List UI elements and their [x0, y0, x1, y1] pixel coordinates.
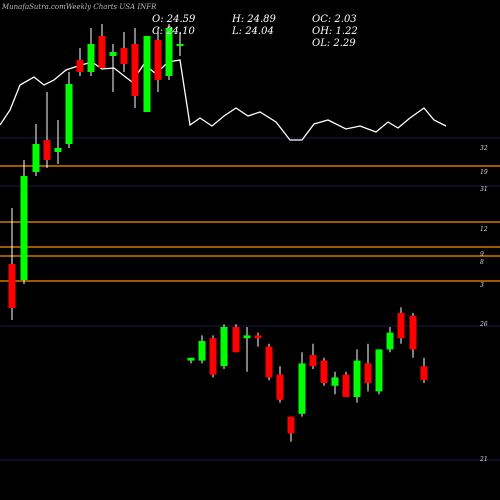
- candle-body: [276, 374, 284, 400]
- y-tick-label: 32: [480, 145, 488, 152]
- candle-body: [165, 28, 173, 76]
- candles: [8, 24, 428, 442]
- candle-body: [20, 176, 28, 280]
- candle-body: [232, 327, 240, 353]
- candle-body: [409, 315, 417, 350]
- grid-lines: [0, 137, 500, 461]
- candle-body: [386, 332, 394, 350]
- price-overlay-line: [0, 59, 447, 141]
- candle-body: [331, 377, 339, 386]
- candle-body: [143, 36, 151, 112]
- y-tick-label: 19: [480, 169, 488, 176]
- candle-body: [198, 341, 206, 361]
- y-tick-label: 21: [479, 456, 488, 463]
- open-value: O: 24.59: [152, 14, 196, 25]
- y-tick-label: 31: [480, 186, 488, 193]
- candle-body: [76, 60, 84, 72]
- y-tick-label: 3: [480, 282, 484, 289]
- y-tick-label: 9: [480, 251, 484, 258]
- close-value: C: 24.10: [152, 26, 195, 37]
- candle-body: [131, 44, 139, 96]
- candle-body: [298, 363, 306, 414]
- chart-title: MunafaSutra.comWeekly Charts USA INFR: [2, 3, 156, 11]
- candle-body: [43, 140, 51, 160]
- low-value: L: 24.04: [232, 26, 274, 37]
- candle-body: [87, 44, 95, 72]
- oh-value: OH: 1.22: [312, 26, 358, 37]
- candle-body: [220, 327, 228, 367]
- candle-body: [54, 148, 62, 152]
- candle-body: [320, 360, 328, 383]
- candle-body: [65, 84, 73, 144]
- candle-body: [265, 346, 273, 378]
- candle-body: [420, 366, 428, 381]
- candle-body: [187, 357, 195, 361]
- oc-value: OC: 2.03: [312, 14, 357, 25]
- y-tick-label: 8: [480, 259, 484, 266]
- title-text: Weekly Charts USA INFR: [65, 3, 157, 11]
- ol-value: OL: 2.29: [312, 38, 356, 49]
- candle-body: [32, 144, 40, 172]
- candle-body: [364, 363, 372, 383]
- candle-body: [8, 264, 16, 308]
- candle-body: [375, 349, 383, 392]
- candle-body: [397, 313, 405, 339]
- candle-body: [176, 44, 184, 46]
- high-value: H: 24.89: [232, 14, 276, 25]
- candle-body: [109, 52, 117, 56]
- candle-body: [254, 335, 262, 339]
- candle-body: [98, 36, 106, 68]
- y-tick-label: 12: [480, 226, 488, 233]
- y-tick-label: 26: [479, 321, 488, 328]
- candle-body: [209, 338, 217, 375]
- candle-body: [120, 48, 128, 64]
- y-axis-labels: 32 19 31 12 98 3 26 21: [479, 145, 488, 463]
- watermark-text: MunafaSutra.com: [2, 3, 66, 11]
- candle-body: [287, 416, 295, 434]
- candle-body: [342, 374, 350, 397]
- support-levels: [0, 165, 500, 282]
- candle-body: [243, 335, 251, 339]
- candle-body: [154, 40, 162, 80]
- candle-body: [353, 360, 361, 397]
- candle-body: [309, 355, 317, 367]
